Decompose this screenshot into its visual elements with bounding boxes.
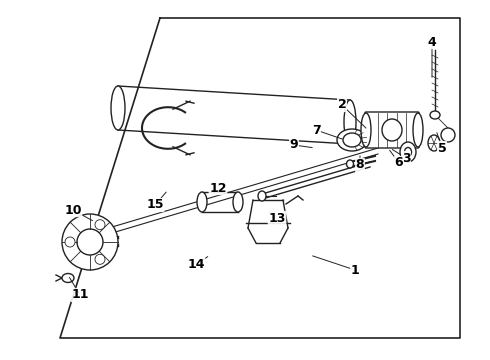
Ellipse shape xyxy=(258,191,266,201)
Ellipse shape xyxy=(337,129,367,151)
Ellipse shape xyxy=(413,113,423,147)
Circle shape xyxy=(95,254,105,264)
Text: 2: 2 xyxy=(338,99,346,112)
Ellipse shape xyxy=(382,119,402,141)
Ellipse shape xyxy=(361,113,371,147)
Text: 10: 10 xyxy=(64,203,82,216)
Ellipse shape xyxy=(62,274,74,283)
Ellipse shape xyxy=(346,160,353,168)
Text: 13: 13 xyxy=(269,211,286,225)
Ellipse shape xyxy=(428,135,440,151)
Text: 11: 11 xyxy=(71,288,89,302)
FancyBboxPatch shape xyxy=(365,112,419,148)
Circle shape xyxy=(65,237,75,247)
Circle shape xyxy=(77,229,103,255)
Ellipse shape xyxy=(405,148,412,157)
Text: 14: 14 xyxy=(187,258,205,271)
Text: 15: 15 xyxy=(146,198,164,211)
Ellipse shape xyxy=(197,192,207,212)
Text: 1: 1 xyxy=(351,264,359,276)
Circle shape xyxy=(62,214,118,270)
Text: 9: 9 xyxy=(290,139,298,152)
Text: 4: 4 xyxy=(428,36,437,49)
Ellipse shape xyxy=(400,142,416,162)
Text: 6: 6 xyxy=(394,157,403,170)
Ellipse shape xyxy=(344,100,356,144)
Ellipse shape xyxy=(111,86,125,130)
Circle shape xyxy=(95,220,105,230)
Ellipse shape xyxy=(233,192,243,212)
Circle shape xyxy=(441,128,455,142)
Text: 12: 12 xyxy=(209,181,227,194)
Ellipse shape xyxy=(343,133,361,147)
Ellipse shape xyxy=(430,111,440,119)
Text: 5: 5 xyxy=(438,141,446,154)
Text: 7: 7 xyxy=(312,123,320,136)
Text: 8: 8 xyxy=(356,158,364,171)
Text: 3: 3 xyxy=(402,152,410,165)
